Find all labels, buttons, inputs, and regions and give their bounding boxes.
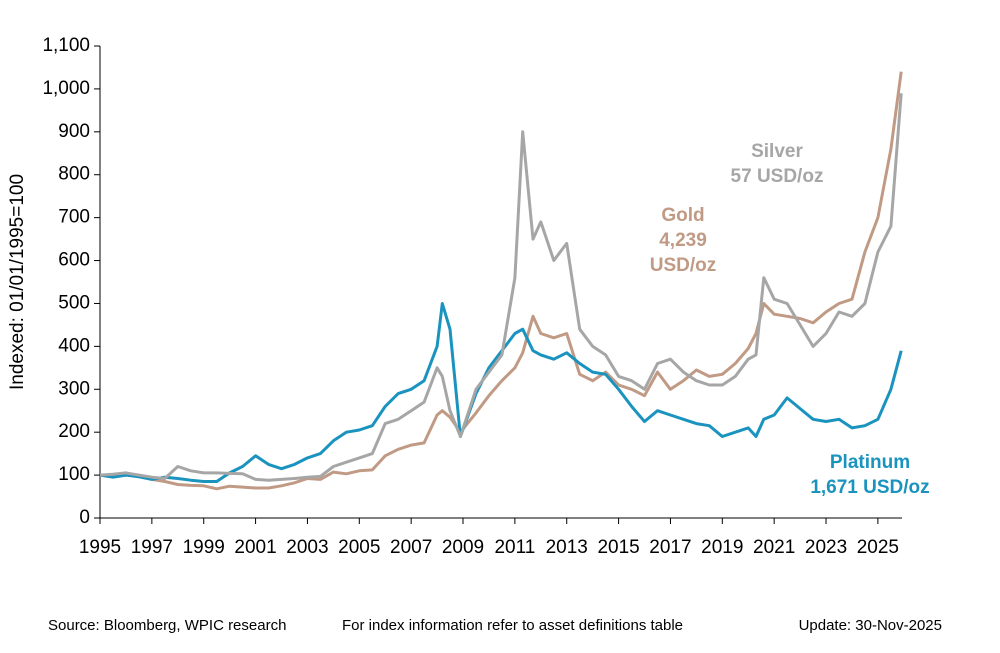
- footer-update: Update: 30-Nov-2025: [799, 617, 942, 634]
- series-line: [99, 93, 903, 482]
- series-price-label: 57 USD/oz: [731, 166, 824, 187]
- x-tick-label: 1995: [79, 537, 121, 558]
- series-price-label: 1,671 USD/oz: [810, 477, 929, 498]
- y-tick-label: 700: [58, 207, 90, 228]
- y-tick-label: 300: [58, 378, 90, 399]
- y-tick-label: 100: [58, 464, 90, 485]
- y-tick-label: 600: [58, 250, 90, 271]
- series-price-label: USD/oz: [650, 255, 717, 276]
- footer-note: For index information refer to asset def…: [342, 617, 683, 634]
- x-tick-label: 2023: [805, 537, 847, 558]
- y-tick-label: 1,000: [42, 78, 90, 99]
- footer-source: Source: Bloomberg, WPIC research: [48, 617, 286, 634]
- x-tick-label: 2001: [234, 537, 276, 558]
- x-tick-label: 2025: [857, 537, 899, 558]
- x-tick-label: 1997: [131, 537, 173, 558]
- x-tick-label: 2015: [597, 537, 639, 558]
- y-tick-label: 1,100: [42, 35, 90, 56]
- series-line: [100, 71, 903, 491]
- x-tick-label: 2005: [338, 537, 380, 558]
- y-tick-label: 900: [58, 121, 90, 142]
- y-axis-label: Indexed: 01/01/1995=100: [7, 174, 28, 390]
- x-tick-label: 2013: [546, 537, 588, 558]
- x-tick-label: 2017: [649, 537, 691, 558]
- series-name: Gold: [661, 205, 704, 226]
- x-tick-label: 1999: [183, 537, 225, 558]
- y-tick-label: 200: [58, 421, 90, 442]
- x-tick-label: 2021: [753, 537, 795, 558]
- x-tick-label: 2011: [494, 537, 535, 558]
- x-tick-label: 2019: [701, 537, 743, 558]
- series-price-label: 4,239: [659, 230, 707, 251]
- x-tick-label: 2007: [390, 537, 432, 558]
- series-name: Silver: [751, 141, 803, 162]
- y-tick-label: 400: [58, 335, 90, 356]
- x-tick-label: 2003: [286, 537, 328, 558]
- y-tick-label: 0: [79, 507, 90, 528]
- y-tick-label: 800: [58, 164, 90, 185]
- y-tick-label: 500: [58, 292, 90, 313]
- x-tick-label: 2009: [442, 537, 484, 558]
- series-line: [99, 302, 903, 483]
- series-name: Platinum: [830, 452, 910, 473]
